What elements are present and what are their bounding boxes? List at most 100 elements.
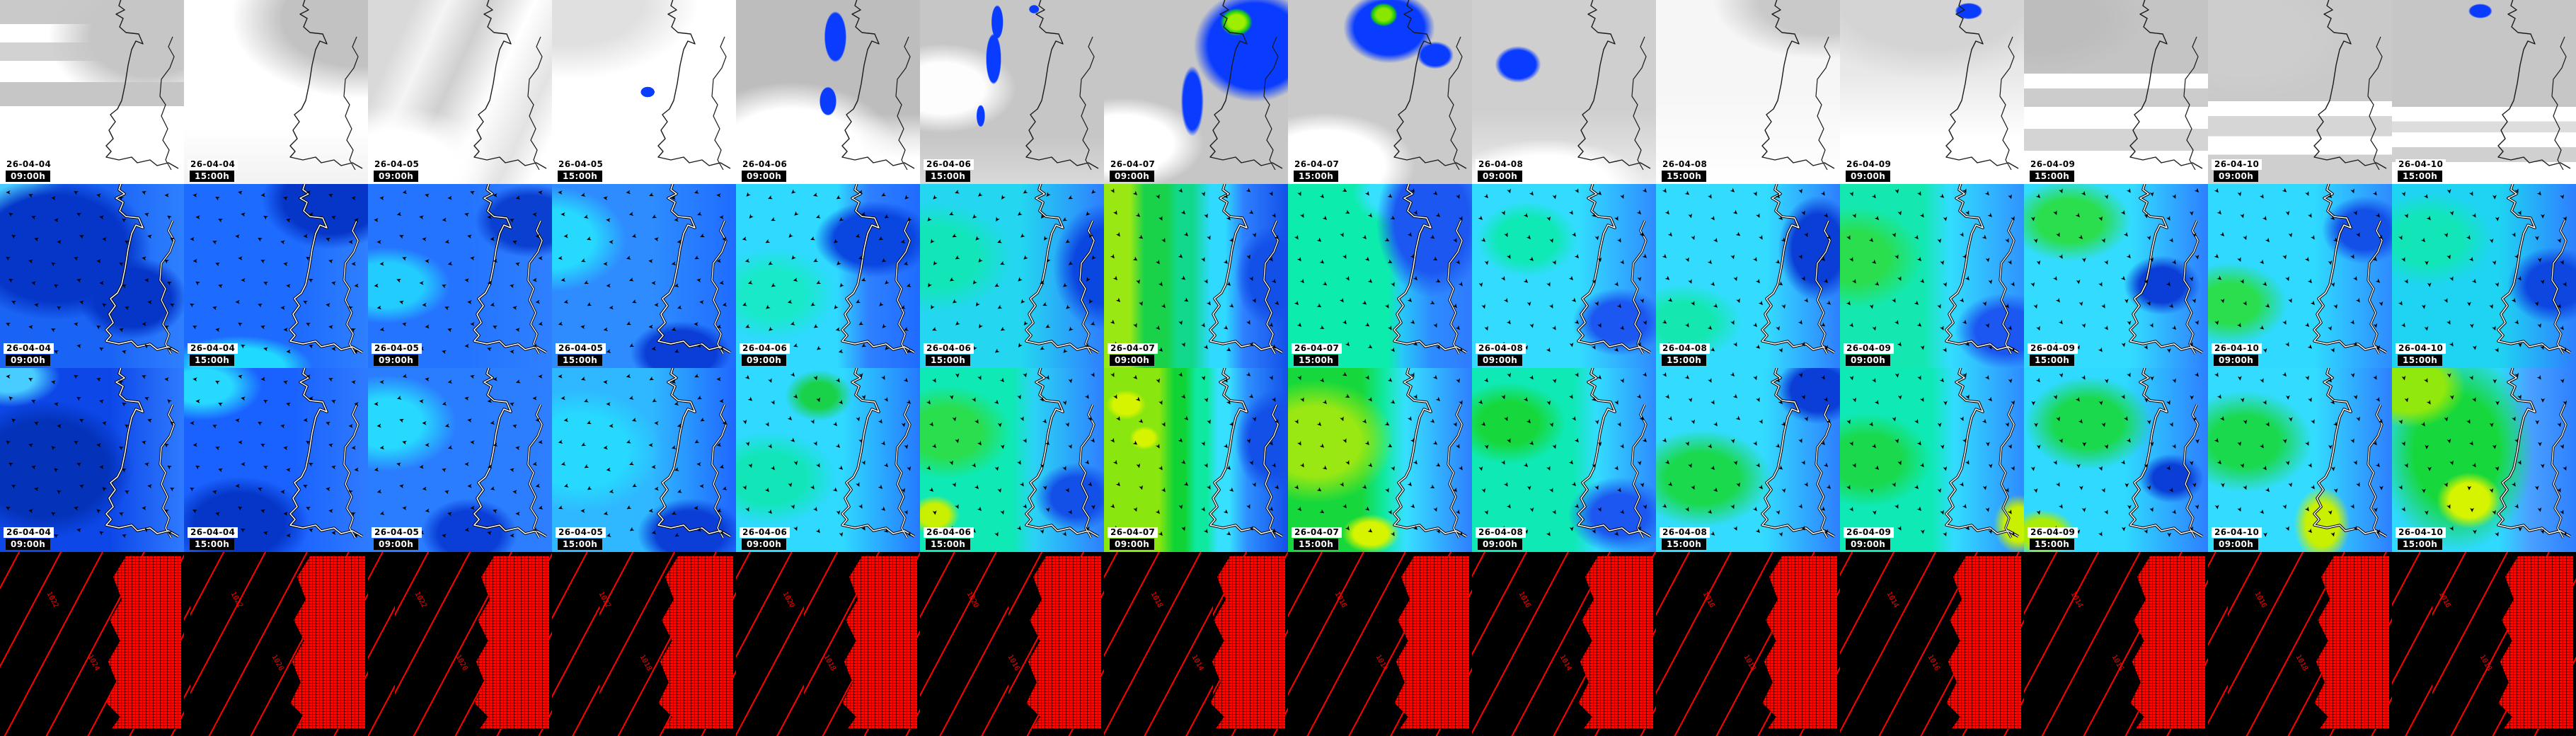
map-tile-satellite-col1[interactable]: 26-04-04 09:00h <box>0 0 184 184</box>
map-tile-wind_b-col8[interactable]: ➤ ➤ ➤ ➤ ➤ ➤ ➤ ➤ ➤ ➤ ➤ ➤ ➤ ➤ ➤ ➤ ➤ ➤ ➤ ➤ ➤ ➤ ➤ ➤ ➤ ➤ ➤ ➤ ➤ ➤ ➤ ➤ ➤ ➤ ➤ ➤ ➤ ➤ ➤ ➤… <box>1288 368 1472 552</box>
tile-timestamp: 26-04-06 15:00h <box>924 156 974 182</box>
portugal-coastline <box>657 368 731 539</box>
map-tile-pressure-col8[interactable]: 1016 1014 <box>1288 552 1472 736</box>
map-tile-wind_b-col12[interactable]: ➤ ➤ ➤ ➤ ➤ ➤ ➤ ➤ ➤ ➤ ➤ ➤ ➤ ➤ ➤ ➤ ➤ ➤ ➤ ➤ ➤ ➤ ➤ ➤ ➤ ➤ ➤ ➤ ➤ ➤ ➤ ➤ ➤ ➤ ➤ ➤ ➤ ➤ ➤ ➤… <box>2024 368 2208 552</box>
wind-arrow-icon: ➤ <box>401 503 408 512</box>
wind-arrow-icon: ➤ <box>350 193 357 202</box>
wind-arrow-icon: ➤ <box>234 231 241 240</box>
map-tile-wind_b-col2[interactable]: ➤ ➤ ➤ ➤ ➤ ➤ ➤ ➤ ➤ ➤ ➤ ➤ ➤ ➤ ➤ ➤ ➤ ➤ ➤ ➤ ➤ ➤ ➤ ➤ ➤ ➤ ➤ ➤ ➤ ➤ ➤ ➤ ➤ ➤ ➤ ➤ ➤ ➤ ➤ ➤… <box>184 368 368 552</box>
map-tile-wind_a-col11[interactable]: ➤ ➤ ➤ ➤ ➤ ➤ ➤ ➤ ➤ ➤ ➤ ➤ ➤ ➤ ➤ ➤ ➤ ➤ ➤ ➤ ➤ ➤ ➤ ➤ ➤ ➤ ➤ ➤ ➤ ➤ ➤ ➤ ➤ ➤ ➤ ➤ ➤ ➤ ➤ ➤… <box>1840 184 2024 368</box>
wind-arrow-icon: ➤ <box>195 396 201 405</box>
map-tile-wind_b-col9[interactable]: ➤ ➤ ➤ ➤ ➤ ➤ ➤ ➤ ➤ ➤ ➤ ➤ ➤ ➤ ➤ ➤ ➤ ➤ ➤ ➤ ➤ ➤ ➤ ➤ ➤ ➤ ➤ ➤ ➤ ➤ ➤ ➤ ➤ ➤ ➤ ➤ ➤ ➤ ➤ ➤… <box>1472 368 1656 552</box>
map-tile-pressure-col3[interactable]: 1022 1020 <box>368 552 552 736</box>
map-tile-wind_b-col1[interactable]: ➤ ➤ ➤ ➤ ➤ ➤ ➤ ➤ ➤ ➤ ➤ ➤ ➤ ➤ ➤ ➤ ➤ ➤ ➤ ➤ ➤ ➤ ➤ ➤ ➤ ➤ ➤ ➤ ➤ ➤ ➤ ➤ ➤ ➤ ➤ ➤ ➤ ➤ ➤ ➤… <box>0 368 184 552</box>
map-tile-pressure-col1[interactable]: 1022 1024 <box>0 552 184 736</box>
map-tile-wind_b-col3[interactable]: ➤ ➤ ➤ ➤ ➤ ➤ ➤ ➤ ➤ ➤ ➤ ➤ ➤ ➤ ➤ ➤ ➤ ➤ ➤ ➤ ➤ ➤ ➤ ➤ ➤ ➤ ➤ ➤ ➤ ➤ ➤ ➤ ➤ ➤ ➤ ➤ ➤ ➤ ➤ ➤… <box>368 368 552 552</box>
tile-time-label: 15:00h <box>1662 539 1707 550</box>
map-tile-wind_a-col4[interactable]: ➤ ➤ ➤ ➤ ➤ ➤ ➤ ➤ ➤ ➤ ➤ ➤ ➤ ➤ ➤ ➤ ➤ ➤ ➤ ➤ ➤ ➤ ➤ ➤ ➤ ➤ ➤ ➤ ➤ ➤ ➤ ➤ ➤ ➤ ➤ ➤ ➤ ➤ ➤ ➤… <box>552 184 736 368</box>
map-tile-wind_b-col13[interactable]: ➤ ➤ ➤ ➤ ➤ ➤ ➤ ➤ ➤ ➤ ➤ ➤ ➤ ➤ ➤ ➤ ➤ ➤ ➤ ➤ ➤ ➤ ➤ ➤ ➤ ➤ ➤ ➤ ➤ ➤ ➤ ➤ ➤ ➤ ➤ ➤ ➤ ➤ ➤ ➤… <box>2208 368 2392 552</box>
wind-arrow-icon: ➤ <box>2538 463 2546 469</box>
wind-arrow-icon: ➤ <box>421 300 427 309</box>
tile-date-label: 26-04-09 <box>1844 159 1894 170</box>
map-tile-wind_a-col3[interactable]: ➤ ➤ ➤ ➤ ➤ ➤ ➤ ➤ ➤ ➤ ➤ ➤ ➤ ➤ ➤ ➤ ➤ ➤ ➤ ➤ ➤ ➤ ➤ ➤ ➤ ➤ ➤ ➤ ➤ ➤ ➤ ➤ ➤ ➤ ➤ ➤ ➤ ➤ ➤ ➤… <box>368 184 552 368</box>
map-tile-satellite-col3[interactable]: 26-04-05 09:00h <box>368 0 552 184</box>
wind-arrow-icon: ➤ <box>2444 437 2454 445</box>
map-tile-pressure-col4[interactable]: 1022 1018 <box>552 552 736 736</box>
map-tile-wind_b-col5[interactable]: ➤ ➤ ➤ ➤ ➤ ➤ ➤ ➤ ➤ ➤ ➤ ➤ ➤ ➤ ➤ ➤ ➤ ➤ ➤ ➤ ➤ ➤ ➤ ➤ ➤ ➤ ➤ ➤ ➤ ➤ ➤ ➤ ➤ ➤ ➤ ➤ ➤ ➤ ➤ ➤… <box>736 368 920 552</box>
map-tile-pressure-col12[interactable]: 1014 1016 <box>2024 552 2208 736</box>
wind-arrow-icon: ➤ <box>237 437 243 446</box>
map-tile-pressure-col13[interactable]: 1016 1018 <box>2208 552 2392 736</box>
map-tile-wind_a-col13[interactable]: ➤ ➤ ➤ ➤ ➤ ➤ ➤ ➤ ➤ ➤ ➤ ➤ ➤ ➤ ➤ ➤ ➤ ➤ ➤ ➤ ➤ ➤ ➤ ➤ ➤ ➤ ➤ ➤ ➤ ➤ ➤ ➤ ➤ ➤ ➤ ➤ ➤ ➤ ➤ ➤… <box>2208 184 2392 368</box>
wind-arrow-icon: ➤ <box>347 421 354 430</box>
map-tile-pressure-col7[interactable]: 1018 1014 <box>1104 552 1288 736</box>
map-tile-pressure-col9[interactable]: 1016 1014 <box>1472 552 1656 736</box>
wind-arrow-icon: ➤ <box>836 531 846 539</box>
wind-arrow-icon: ➤ <box>670 193 677 202</box>
map-tile-wind_b-col10[interactable]: ➤ ➤ ➤ ➤ ➤ ➤ ➤ ➤ ➤ ➤ ➤ ➤ ➤ ➤ ➤ ➤ ➤ ➤ ➤ ➤ ➤ ➤ ➤ ➤ ➤ ➤ ➤ ➤ ➤ ➤ ➤ ➤ ➤ ➤ ➤ ➤ ➤ ➤ ➤ ➤… <box>1656 368 1840 552</box>
map-tile-pressure-col5[interactable]: 1020 1018 <box>736 552 920 736</box>
map-tile-satellite-col13[interactable]: 26-04-10 09:00h <box>2208 0 2392 184</box>
tile-date-label: 26-04-08 <box>1660 343 1710 354</box>
map-tile-satellite-col2[interactable]: 26-04-04 15:00h <box>184 0 368 184</box>
wind-arrow-icon: ➤ <box>146 297 153 306</box>
wind-arrow-icon: ➤ <box>2535 256 2543 263</box>
map-tile-pressure-col11[interactable]: 1014 1016 <box>1840 552 2024 736</box>
map-tile-pressure-col14[interactable]: 1016 1018 <box>2392 552 2576 736</box>
map-tile-wind_a-col8[interactable]: ➤ ➤ ➤ ➤ ➤ ➤ ➤ ➤ ➤ ➤ ➤ ➤ ➤ ➤ ➤ ➤ ➤ ➤ ➤ ➤ ➤ ➤ ➤ ➤ ➤ ➤ ➤ ➤ ➤ ➤ ➤ ➤ ➤ ➤ ➤ ➤ ➤ ➤ ➤ ➤… <box>1288 184 1472 368</box>
map-tile-wind_a-col2[interactable]: ➤ ➤ ➤ ➤ ➤ ➤ ➤ ➤ ➤ ➤ ➤ ➤ ➤ ➤ ➤ ➤ ➤ ➤ ➤ ➤ ➤ ➤ ➤ ➤ ➤ ➤ ➤ ➤ ➤ ➤ ➤ ➤ ➤ ➤ ➤ ➤ ➤ ➤ ➤ ➤… <box>184 184 368 368</box>
map-tile-satellite-col5[interactable]: 26-04-06 09:00h <box>736 0 920 184</box>
map-tile-satellite-col9[interactable]: 26-04-08 09:00h <box>1472 0 1656 184</box>
tile-time-label: 15:00h <box>2030 355 2075 366</box>
portugal-coastline <box>473 0 547 171</box>
map-tile-wind_a-col12[interactable]: ➤ ➤ ➤ ➤ ➤ ➤ ➤ ➤ ➤ ➤ ➤ ➤ ➤ ➤ ➤ ➤ ➤ ➤ ➤ ➤ ➤ ➤ ➤ ➤ ➤ ➤ ➤ ➤ ➤ ➤ ➤ ➤ ➤ ➤ ➤ ➤ ➤ ➤ ➤ ➤… <box>2024 184 2208 368</box>
tile-time-label: 09:00h <box>374 171 419 182</box>
wind-arrow-icon: ➤ <box>1592 234 1601 242</box>
map-tile-satellite-col4[interactable]: 26-04-05 15:00h <box>552 0 736 184</box>
wind-arrow-icon: ➤ <box>28 322 34 330</box>
map-tile-pressure-col6[interactable]: 1020 1016 <box>920 552 1104 736</box>
map-tile-wind_a-col9[interactable]: ➤ ➤ ➤ ➤ ➤ ➤ ➤ ➤ ➤ ➤ ➤ ➤ ➤ ➤ ➤ ➤ ➤ ➤ ➤ ➤ ➤ ➤ ➤ ➤ ➤ ➤ ➤ ➤ ➤ ➤ ➤ ➤ ➤ ➤ ➤ ➤ ➤ ➤ ➤ ➤… <box>1472 184 1656 368</box>
wind-arrow-icon: ➤ <box>1940 465 1950 473</box>
wind-arrow-icon: ➤ <box>1527 322 1536 330</box>
map-tile-satellite-col8[interactable]: 26-04-07 15:00h <box>1288 0 1472 184</box>
tile-date-label: 26-04-07 <box>1108 527 1158 538</box>
map-tile-satellite-col7[interactable]: 26-04-07 09:00h <box>1104 0 1288 184</box>
wind-arrow-icon: ➤ <box>718 212 725 221</box>
portugal-coastline <box>1209 368 1283 539</box>
map-tile-wind_b-col4[interactable]: ➤ ➤ ➤ ➤ ➤ ➤ ➤ ➤ ➤ ➤ ➤ ➤ ➤ ➤ ➤ ➤ ➤ ➤ ➤ ➤ ➤ ➤ ➤ ➤ ➤ ➤ ➤ ➤ ➤ ➤ ➤ ➤ ➤ ➤ ➤ ➤ ➤ ➤ ➤ ➤… <box>552 368 736 552</box>
tile-timestamp: 26-04-05 15:00h <box>556 524 606 550</box>
wind-arrow-icon: ➤ <box>534 231 541 240</box>
map-tile-satellite-col11[interactable]: 26-04-09 09:00h <box>1840 0 2024 184</box>
map-tile-wind_b-col14[interactable]: ➤ ➤ ➤ ➤ ➤ ➤ ➤ ➤ ➤ ➤ ➤ ➤ ➤ ➤ ➤ ➤ ➤ ➤ ➤ ➤ ➤ ➤ ➤ ➤ ➤ ➤ ➤ ➤ ➤ ➤ ➤ ➤ ➤ ➤ ➤ ➤ ➤ ➤ ➤ ➤… <box>2392 368 2576 552</box>
map-tile-wind_a-col10[interactable]: ➤ ➤ ➤ ➤ ➤ ➤ ➤ ➤ ➤ ➤ ➤ ➤ ➤ ➤ ➤ ➤ ➤ ➤ ➤ ➤ ➤ ➤ ➤ ➤ ➤ ➤ ➤ ➤ ➤ ➤ ➤ ➤ ➤ ➤ ➤ ➤ ➤ ➤ ➤ ➤… <box>1656 184 1840 368</box>
portugal-coastline <box>1393 184 1467 355</box>
map-tile-wind_a-col1[interactable]: ➤ ➤ ➤ ➤ ➤ ➤ ➤ ➤ ➤ ➤ ➤ ➤ ➤ ➤ ➤ ➤ ➤ ➤ ➤ ➤ ➤ ➤ ➤ ➤ ➤ ➤ ➤ ➤ ➤ ➤ ➤ ➤ ➤ ➤ ➤ ➤ ➤ ➤ ➤ ➤… <box>0 184 184 368</box>
tile-time-label: 15:00h <box>558 539 603 550</box>
map-tile-pressure-col10[interactable]: 1016 1018 <box>1656 552 1840 736</box>
wind-arrow-icon: ➤ <box>96 440 103 449</box>
map-tile-wind_a-col5[interactable]: ➤ ➤ ➤ ➤ ➤ ➤ ➤ ➤ ➤ ➤ ➤ ➤ ➤ ➤ ➤ ➤ ➤ ➤ ➤ ➤ ➤ ➤ ➤ ➤ ➤ ➤ ➤ ➤ ➤ ➤ ➤ ➤ ➤ ➤ ➤ ➤ ➤ ➤ ➤ ➤… <box>736 184 920 368</box>
wind-arrow-icon: ➤ <box>512 303 519 311</box>
map-tile-wind_b-col6[interactable]: ➤ ➤ ➤ ➤ ➤ ➤ ➤ ➤ ➤ ➤ ➤ ➤ ➤ ➤ ➤ ➤ ➤ ➤ ➤ ➤ ➤ ➤ ➤ ➤ ➤ ➤ ➤ ➤ ➤ ➤ ➤ ➤ ➤ ➤ ➤ ➤ ➤ ➤ ➤ ➤… <box>920 368 1104 552</box>
wind-arrow-icon: ➤ <box>2470 344 2478 351</box>
tile-time-label: 15:00h <box>1662 171 1707 182</box>
wind-arrow-icon: ➤ <box>234 297 241 306</box>
map-tile-wind_b-col11[interactable]: ➤ ➤ ➤ ➤ ➤ ➤ ➤ ➤ ➤ ➤ ➤ ➤ ➤ ➤ ➤ ➤ ➤ ➤ ➤ ➤ ➤ ➤ ➤ ➤ ➤ ➤ ➤ ➤ ➤ ➤ ➤ ➤ ➤ ➤ ➤ ➤ ➤ ➤ ➤ ➤… <box>1840 368 2024 552</box>
map-tile-wind_b-col7[interactable]: ➤ ➤ ➤ ➤ ➤ ➤ ➤ ➤ ➤ ➤ ➤ ➤ ➤ ➤ ➤ ➤ ➤ ➤ ➤ ➤ ➤ ➤ ➤ ➤ ➤ ➤ ➤ ➤ ➤ ➤ ➤ ➤ ➤ ➤ ➤ ➤ ➤ ➤ ➤ ➤… <box>1104 368 1288 552</box>
wind-arrow-icon: ➤ <box>2331 487 2340 494</box>
map-tile-wind_a-col6[interactable]: ➤ ➤ ➤ ➤ ➤ ➤ ➤ ➤ ➤ ➤ ➤ ➤ ➤ ➤ ➤ ➤ ➤ ➤ ➤ ➤ ➤ ➤ ➤ ➤ ➤ ➤ ➤ ➤ ➤ ➤ ➤ ➤ ➤ ➤ ➤ ➤ ➤ ➤ ➤ ➤… <box>920 184 1104 368</box>
wind-arrow-icon: ➤ <box>992 465 1001 473</box>
map-tile-pressure-col2[interactable]: 1022 1020 <box>184 552 368 736</box>
map-tile-satellite-col14[interactable]: 26-04-10 15:00h <box>2392 0 2576 184</box>
map-tile-satellite-col12[interactable]: 26-04-09 15:00h <box>2024 0 2208 184</box>
wind-arrow-icon: ➤ <box>305 372 311 380</box>
map-tile-satellite-col10[interactable]: 26-04-08 15:00h <box>1656 0 1840 184</box>
portugal-coastline <box>105 0 179 171</box>
map-tile-satellite-col6[interactable]: 26-04-06 15:00h <box>920 0 1104 184</box>
map-tile-wind_a-col14[interactable]: ➤ ➤ ➤ ➤ ➤ ➤ ➤ ➤ ➤ ➤ ➤ ➤ ➤ ➤ ➤ ➤ ➤ ➤ ➤ ➤ ➤ ➤ ➤ ➤ ➤ ➤ ➤ ➤ ➤ ➤ ➤ ➤ ➤ ➤ ➤ ➤ ➤ ➤ ➤ ➤… <box>2392 184 2576 368</box>
wind-arrow-icon: ➤ <box>2487 487 2496 495</box>
map-tile-wind_a-col7[interactable]: ➤ ➤ ➤ ➤ ➤ ➤ ➤ ➤ ➤ ➤ ➤ ➤ ➤ ➤ ➤ ➤ ➤ ➤ ➤ ➤ ➤ ➤ ➤ ➤ ➤ ➤ ➤ ➤ ➤ ➤ ➤ ➤ ➤ ➤ ➤ ➤ ➤ ➤ ➤ ➤… <box>1104 184 1288 368</box>
tile-date-label: 26-04-08 <box>1660 159 1710 170</box>
tile-date-label: 26-04-07 <box>1292 527 1342 538</box>
